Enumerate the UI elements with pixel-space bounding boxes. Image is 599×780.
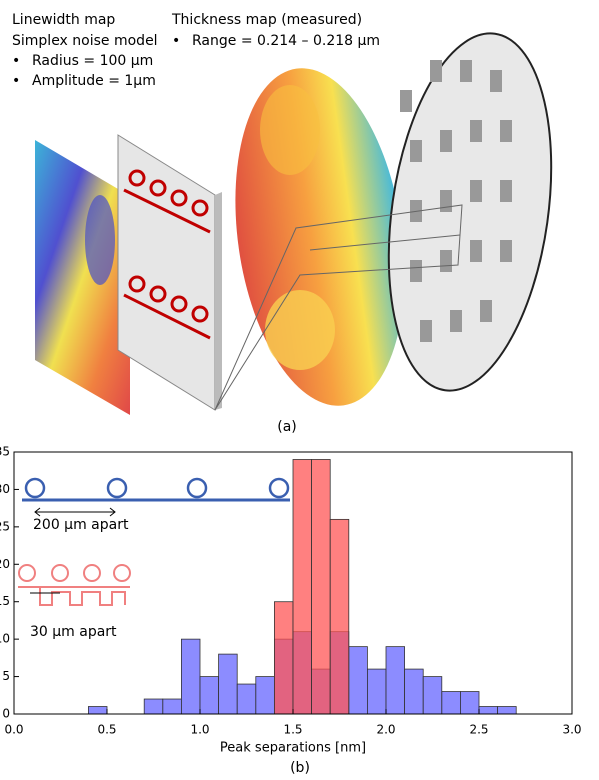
diagram: Linewidth map Simplex noise model • Radiu… [12,12,572,435]
annotation: 200 µm apart [33,517,129,533]
bar [237,684,256,714]
bar [256,677,275,714]
y-tick-label: 25 [0,519,10,533]
x-axis-label: Peak separations [nm] [220,741,366,756]
bar [405,669,424,714]
y-tick-label: 10 [0,632,10,646]
bar [163,699,182,714]
bar [386,647,405,714]
bar [423,677,442,714]
label: Amplitude = 1µm [32,73,156,89]
x-tick-label: 1.5 [283,723,302,737]
bullet: • [12,73,20,89]
x-tick-label: 2.0 [376,723,395,737]
caption: (b) [290,760,310,776]
bar [442,692,461,714]
label: Thickness map (measured) [171,12,362,28]
bar [200,677,219,714]
bar [479,707,498,714]
bar [293,459,312,714]
x-tick-label: 3.0 [562,723,581,737]
bar [274,602,293,714]
x-tick-label: 1.0 [190,723,209,737]
label: Range = 0.214 – 0.218 µm [192,33,380,49]
figure: Linewidth map Simplex noise model • Radiu… [0,0,599,780]
bar [144,699,163,714]
y-tick-label: 0 [2,707,10,721]
x-tick-label: 0.0 [4,723,23,737]
label: Simplex noise model [12,33,158,49]
y-tick-label: 35 [0,445,10,459]
x-tick-label: 2.5 [469,723,488,737]
label: Linewidth map [12,12,115,28]
y-tick-label: 5 [2,669,10,683]
label: Radius = 100 µm [32,53,153,69]
annotation: 30 µm apart [30,624,117,640]
y-tick-label: 15 [0,594,10,608]
bar [330,519,349,714]
y-tick-label: 30 [0,482,10,496]
bar [460,692,479,714]
caption: (a) [277,419,297,435]
bar [88,707,107,714]
bar [349,647,368,714]
x-tick-label: 0.5 [97,723,116,737]
bar [312,459,331,714]
histogram: 0 5 10 15 20 25 30 35 0.0 0.5 1.0 1.5 2.0 2.5 3.0 Peak … [0,445,582,777]
bullet: • [172,33,180,49]
bar [498,707,517,714]
y-tick-label: 20 [0,557,10,571]
bar [181,639,200,714]
bar [367,669,386,714]
bullet: • [12,53,20,69]
bar [219,654,238,714]
legend-icons [18,479,290,605]
